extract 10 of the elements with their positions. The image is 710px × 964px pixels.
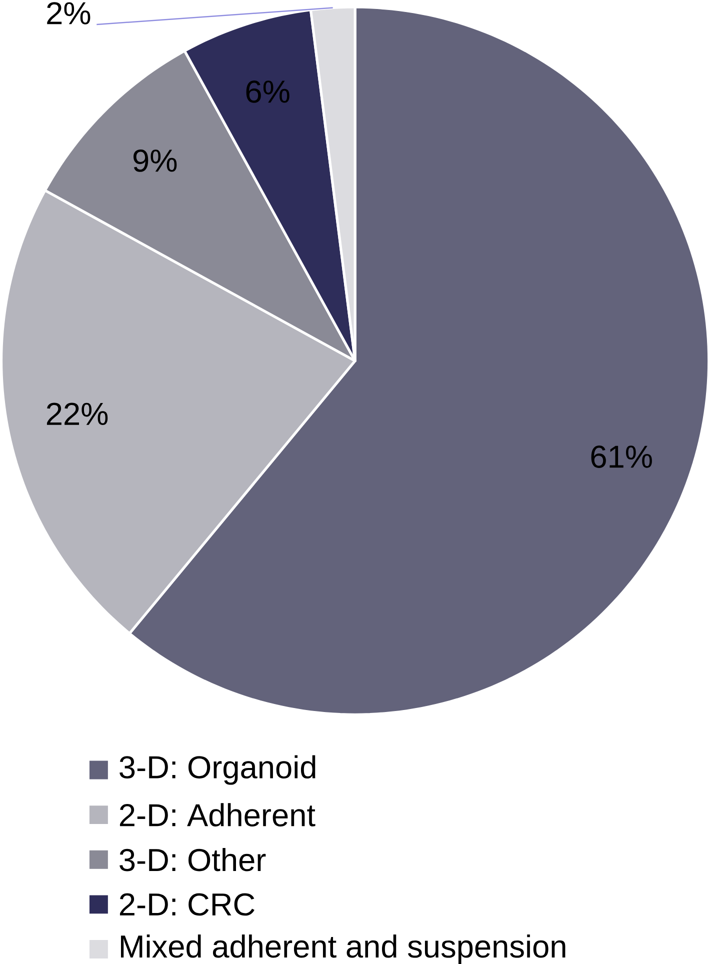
legend-label: 2-D: Adherent (120, 803, 316, 826)
legend-label: 3-D: Other (120, 848, 266, 872)
legend-label: 2-D: CRC (120, 893, 254, 916)
data-label: 6% (246, 80, 290, 103)
legend-label: Mixed adherent and suspension (120, 934, 566, 964)
legend-label: 3-D: Organoid (120, 755, 316, 785)
data-label: 9% (133, 149, 177, 172)
data-label: 22% (46, 402, 108, 426)
data-label: 2% (47, 2, 90, 24)
data-label: 61% (591, 446, 652, 468)
